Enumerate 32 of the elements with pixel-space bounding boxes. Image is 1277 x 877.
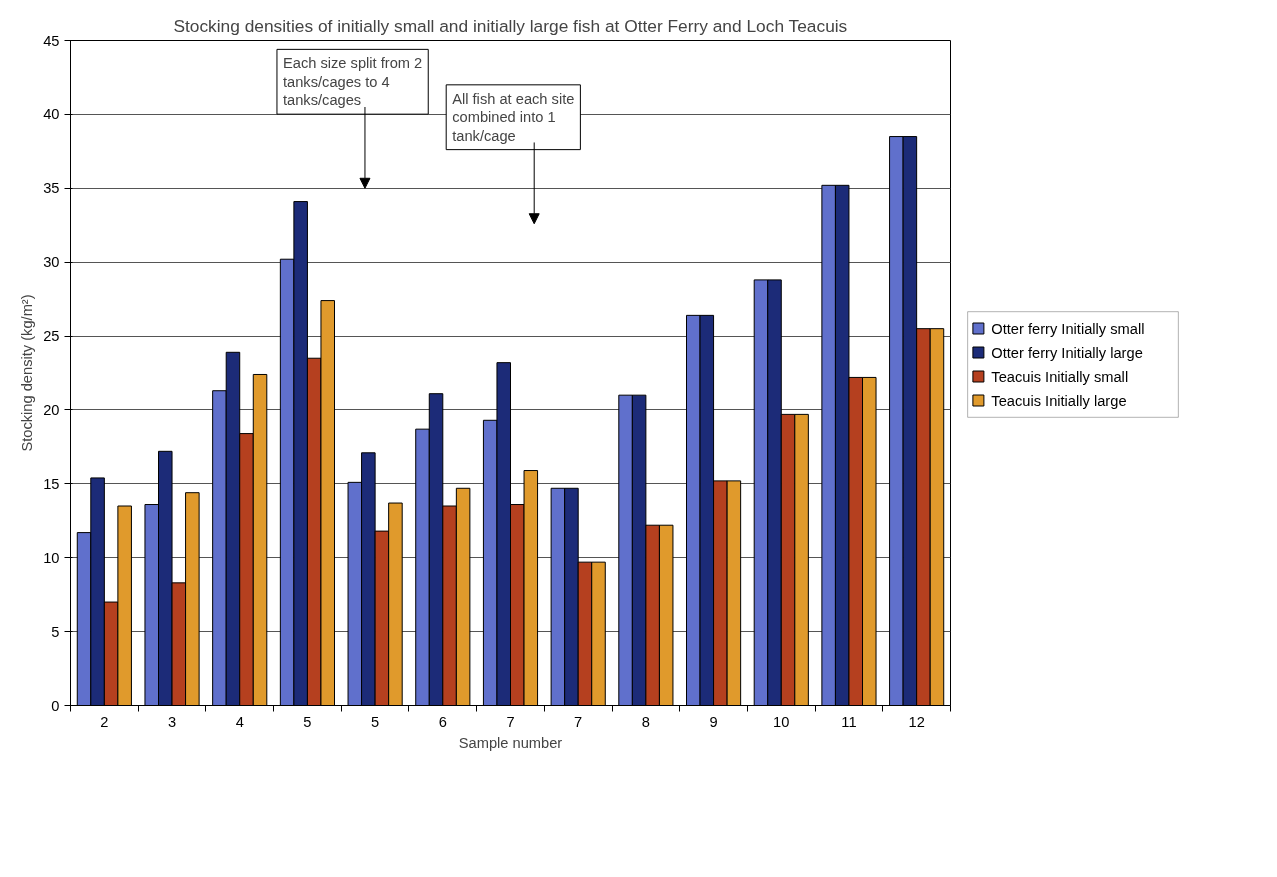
x-tick-label: 5 [303, 713, 312, 730]
y-tick-label: 25 [43, 328, 60, 345]
x-tick-label: 5 [371, 713, 380, 730]
y-tick-label: 15 [43, 475, 60, 492]
x-tick-label: 2 [100, 713, 109, 730]
y-tick-label: 0 [51, 697, 60, 714]
x-tick-label: 3 [167, 713, 177, 730]
x-axis-title: Sample number [458, 734, 563, 751]
x-tick-label: 12 [908, 713, 925, 730]
y-tick-label: 35 [43, 180, 60, 197]
x-tick-label: 11 [841, 713, 857, 730]
x-tick-label: 6 [438, 713, 447, 730]
x-tick-label: 7 [506, 713, 515, 730]
legend-label: Teacuis Initially small [991, 368, 1129, 385]
y-tick-label: 20 [43, 401, 60, 418]
chart-title: Stocking densities of initially small and initially large fish at Otter Ferry and Loch Teacuis [173, 15, 848, 36]
annotation: Each size split from 2 tanks/cages to 4 tanks/cages [282, 55, 423, 109]
y-tick-label: 45 [43, 32, 60, 49]
x-tick-label: 7 [574, 713, 583, 730]
x-tick-label: 9 [709, 713, 718, 730]
y-tick-label: 5 [51, 623, 60, 640]
y-tick-label: 30 [43, 254, 60, 271]
legend-label: Otter ferry Initially large [991, 344, 1143, 361]
y-tick-label: 40 [43, 106, 60, 123]
x-tick-label: 8 [641, 713, 650, 730]
annotation: All fish at each site combined into 1 tank/cage [452, 90, 575, 144]
x-tick-label: 4 [235, 713, 244, 730]
x-tick-label: 10 [773, 713, 790, 730]
y-axis-title: Stocking density (kg/m²) [19, 294, 36, 452]
legend-label: Otter ferry Initially small [991, 320, 1145, 337]
legend-label: Teacuis Initially large [991, 392, 1127, 409]
y-tick-label: 10 [43, 549, 60, 566]
